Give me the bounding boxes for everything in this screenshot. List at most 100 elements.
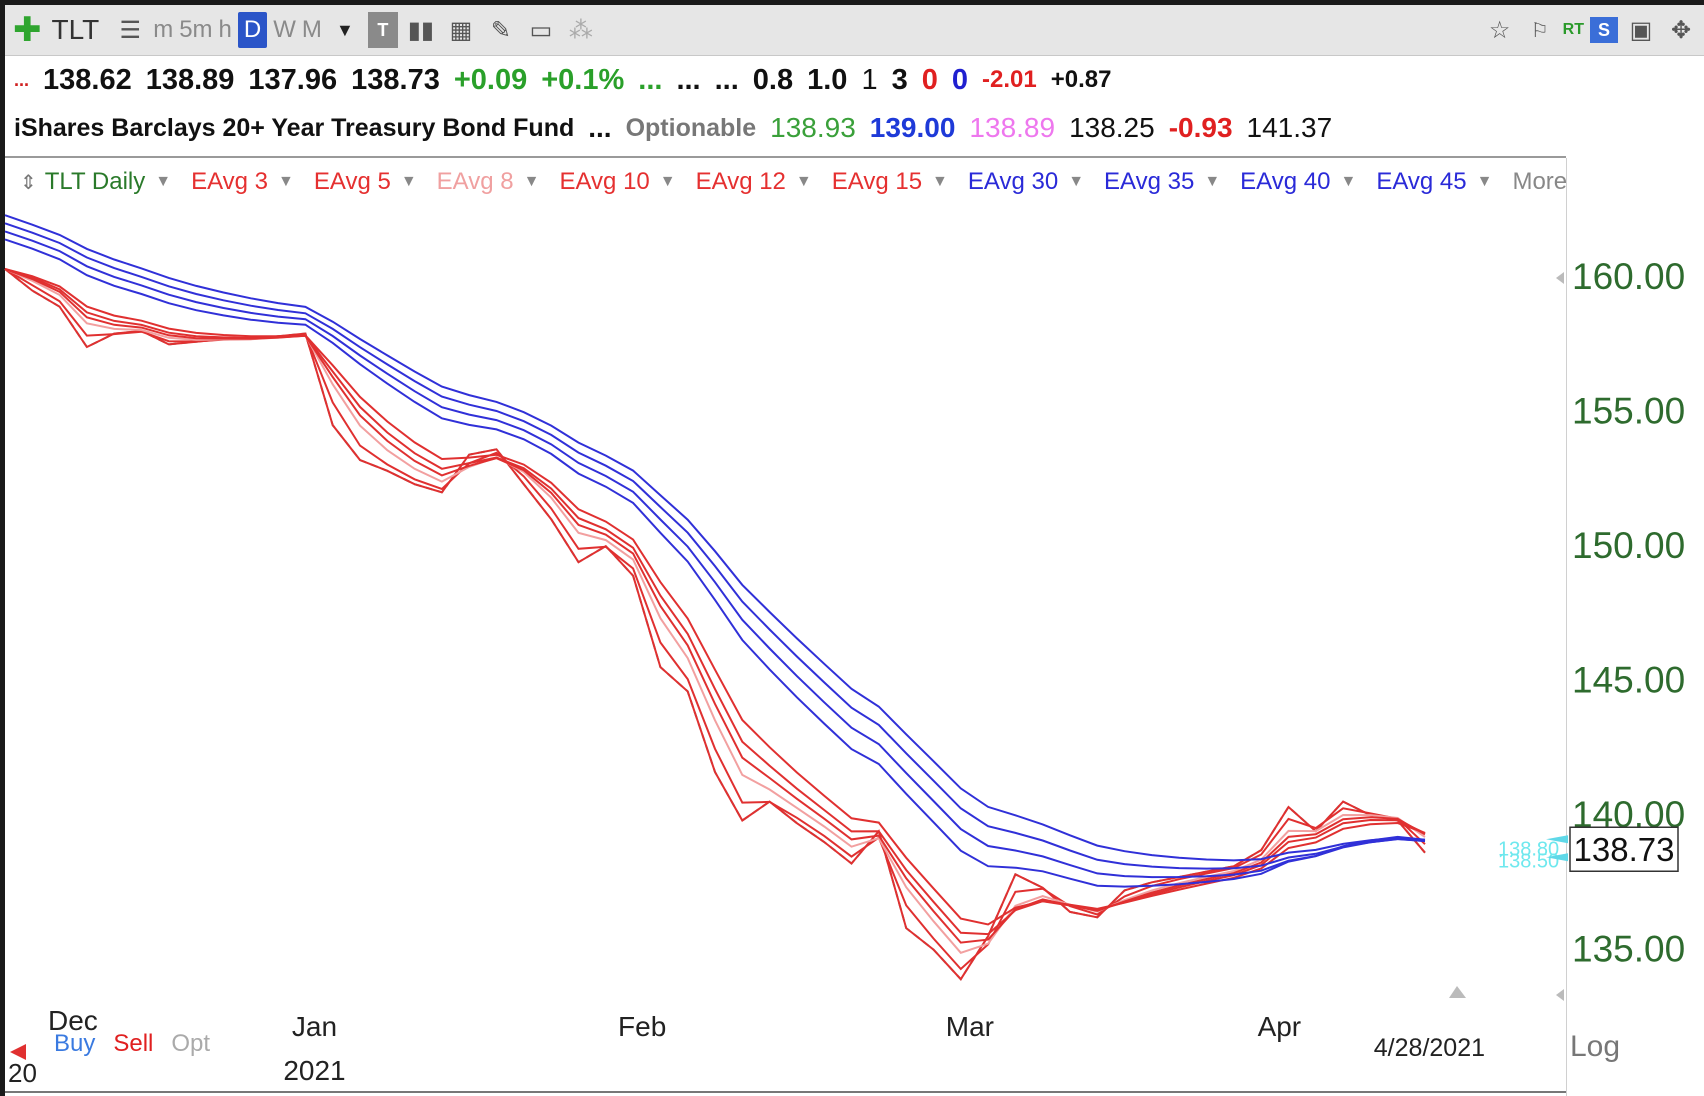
price-scale-divider bbox=[1566, 158, 1567, 1096]
trade-arrow-icon bbox=[10, 1044, 26, 1060]
price-pink: 138.89 bbox=[969, 112, 1056, 143]
fund-name: iShares Barclays 20+ Year Treasury Bond … bbox=[14, 113, 575, 142]
legend-label: EAvg 40 bbox=[1240, 168, 1331, 195]
legend-item-eavg-45[interactable]: EAvg 45 ▼ bbox=[1376, 168, 1492, 196]
ema-line-35 bbox=[4, 230, 1426, 879]
add-symbol-icon[interactable]: ✚ bbox=[13, 11, 42, 49]
legend-item-eavg-35[interactable]: EAvg 35 ▼ bbox=[1104, 168, 1220, 196]
window-icon[interactable]: ▭ bbox=[529, 16, 553, 44]
legend-item-eavg-40[interactable]: EAvg 40 ▼ bbox=[1240, 168, 1356, 196]
legend-item-more[interactable]: More bbox=[1512, 168, 1567, 196]
legend-label: EAvg 12 bbox=[695, 168, 786, 195]
price-high: 141.37 bbox=[1246, 112, 1333, 143]
list-icon[interactable]: ☰ bbox=[119, 16, 141, 44]
y-tick-label: 150.00 bbox=[1572, 525, 1685, 566]
sell-button[interactable]: Sell bbox=[113, 1030, 154, 1057]
x-month-label: Mar bbox=[946, 1011, 994, 1042]
legend-label: TLT Daily bbox=[44, 168, 146, 195]
ema-line-5 bbox=[4, 268, 1426, 971]
price-black: 138.25 bbox=[1069, 112, 1155, 143]
ema-line-40 bbox=[4, 222, 1426, 870]
log-scale-button[interactable]: Log bbox=[1570, 1030, 1621, 1063]
header-divider bbox=[5, 156, 1566, 158]
legend-item-tlt-daily[interactable]: ⇕ TLT Daily ▼ bbox=[20, 168, 171, 196]
flag-icon[interactable]: ⚐ bbox=[1530, 19, 1549, 42]
x-year-left-label: 20 bbox=[8, 1058, 37, 1088]
legend-item-eavg-15[interactable]: EAvg 15 ▼ bbox=[832, 168, 948, 196]
legend-item-eavg-5[interactable]: EAvg 5 ▼ bbox=[314, 168, 417, 196]
price-red: -0.93 bbox=[1168, 112, 1233, 143]
trade-buttons: Buy Sell Opt bbox=[20, 1030, 228, 1058]
high-value: 138.89 bbox=[145, 63, 235, 96]
chevron-down-icon[interactable]: ▼ bbox=[659, 173, 676, 190]
legend-item-eavg-12[interactable]: EAvg 12 ▼ bbox=[696, 168, 812, 196]
stat-v4: 3 bbox=[891, 63, 908, 96]
stat-v1: 0.8 bbox=[752, 63, 794, 96]
dropdown-icon[interactable]: ▼ bbox=[335, 19, 354, 40]
symbol-field[interactable]: TLT bbox=[51, 14, 100, 45]
stat-negative: -2.01 bbox=[982, 66, 1037, 93]
chevron-down-icon[interactable]: ▼ bbox=[1340, 173, 1357, 190]
legend-item-eavg-30[interactable]: EAvg 30 ▼ bbox=[968, 168, 1084, 196]
stat-red-zero: 0 bbox=[921, 63, 938, 96]
interval-hour[interactable]: h bbox=[218, 16, 232, 43]
interval-week[interactable]: W bbox=[273, 16, 296, 43]
chevron-down-icon[interactable]: ▼ bbox=[795, 173, 812, 190]
x-year-label: 2021 bbox=[283, 1055, 345, 1086]
close-value: 138.73 bbox=[351, 63, 440, 96]
ask-marker-icon bbox=[1546, 853, 1568, 862]
chevron-down-icon[interactable]: ▼ bbox=[400, 173, 417, 190]
chevron-down-icon[interactable]: ▼ bbox=[1476, 173, 1493, 190]
interval-minute[interactable]: m bbox=[153, 16, 174, 43]
legend-label: EAvg 5 bbox=[313, 168, 391, 195]
toolbar: ✚ TLT ☰ m 5m h D W M ▼ T ▮▮ ▦ ✎ ▭ ⁂ ☆ ⚐ … bbox=[5, 5, 1704, 56]
pencil-icon[interactable]: ✎ bbox=[490, 16, 511, 44]
chevron-down-icon[interactable]: ▼ bbox=[523, 173, 540, 190]
interval-5min[interactable]: 5m bbox=[179, 16, 213, 43]
legend-item-eavg-10[interactable]: EAvg 10 ▼ bbox=[559, 168, 675, 196]
price-green: 138.93 bbox=[770, 112, 856, 143]
realtime-icon[interactable]: RT bbox=[1562, 21, 1584, 38]
quote-row-name: iShares Barclays 20+ Year Treasury Bond … bbox=[14, 106, 1694, 150]
buy-button[interactable]: Buy bbox=[54, 1030, 96, 1057]
s-menu-icon[interactable]: S bbox=[1590, 17, 1618, 43]
chevron-down-icon[interactable]: ▼ bbox=[1204, 173, 1221, 190]
stat-v2: 1.0 bbox=[807, 63, 848, 96]
grid-icon[interactable]: ▦ bbox=[449, 16, 473, 44]
ema-line-8 bbox=[4, 268, 1426, 954]
quote-dots: ... bbox=[14, 69, 30, 90]
last-price-box bbox=[1569, 826, 1679, 872]
x-month-label: Feb bbox=[618, 1011, 666, 1042]
star-icon[interactable]: ☆ bbox=[1488, 16, 1511, 44]
stat-blue-zero: 0 bbox=[951, 63, 968, 96]
chevron-down-icon[interactable]: ▼ bbox=[278, 173, 294, 190]
chevron-down-icon[interactable]: ▼ bbox=[1068, 173, 1085, 190]
x-month-label: Apr bbox=[1258, 1011, 1302, 1042]
ema-line-15 bbox=[4, 268, 1426, 926]
interval-month[interactable]: M bbox=[301, 16, 322, 43]
legend-label: EAvg 30 bbox=[967, 168, 1059, 195]
chevron-down-icon[interactable]: ▼ bbox=[932, 173, 948, 190]
legend-item-eavg-3[interactable]: EAvg 3 ▼ bbox=[191, 168, 294, 196]
drag-handle-icon[interactable]: ⇕ bbox=[20, 171, 37, 194]
bar-chart-icon[interactable]: ▮▮ bbox=[407, 16, 435, 44]
legend-label: EAvg 8 bbox=[436, 168, 514, 195]
stat-v3: 1 bbox=[861, 63, 878, 96]
last-price-label: 138.73 bbox=[1574, 831, 1675, 868]
share-icon[interactable]: ⁂ bbox=[568, 16, 593, 44]
legend-label: EAvg 15 bbox=[831, 168, 923, 195]
y-tick-label: 160.00 bbox=[1572, 256, 1685, 297]
opt-button[interactable]: Opt bbox=[171, 1030, 211, 1057]
ask-label: 138.50 bbox=[1498, 850, 1559, 872]
x-month-label: Jan bbox=[292, 1011, 337, 1042]
save-icon[interactable]: ▣ bbox=[1629, 16, 1653, 44]
ema-line-10 bbox=[4, 268, 1426, 944]
y-tick-label: 155.00 bbox=[1572, 391, 1685, 432]
interval-day[interactable]: D bbox=[237, 12, 268, 48]
move-icon[interactable]: ✥ bbox=[1670, 16, 1692, 44]
chevron-down-icon[interactable]: ▼ bbox=[155, 173, 172, 190]
text-tool-icon[interactable]: T bbox=[367, 12, 398, 48]
legend-item-eavg-8[interactable]: EAvg 8 ▼ bbox=[437, 168, 540, 196]
